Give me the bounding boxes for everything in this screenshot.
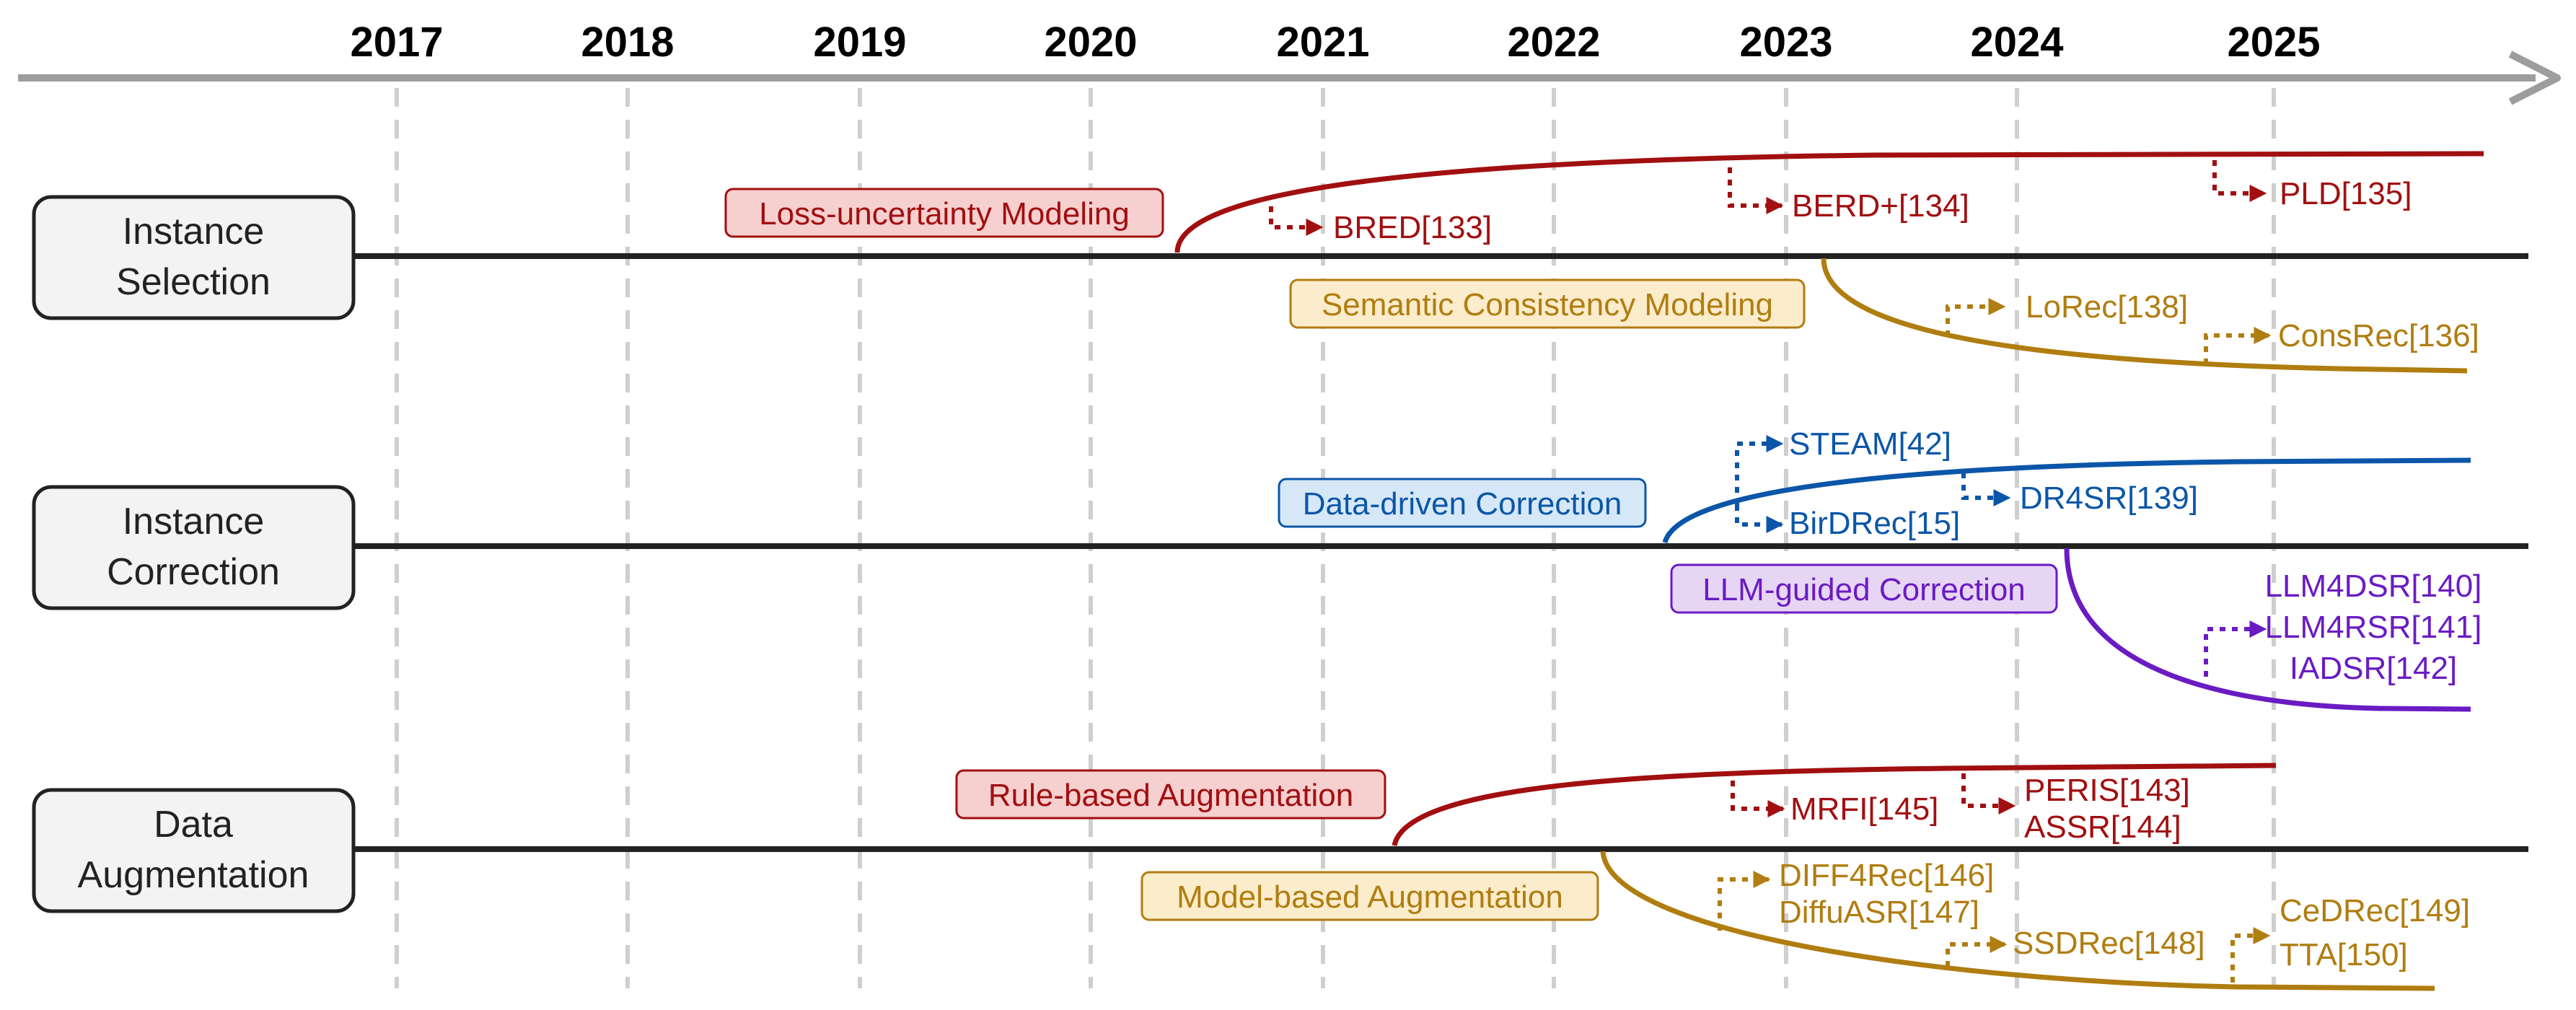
row-box-instance-selection	[32, 195, 356, 320]
connector-llm-group	[2204, 620, 2267, 677]
work-dr4sr: DR4SR[139]	[2020, 480, 2198, 516]
year-label-2021: 2021	[1276, 19, 1369, 66]
work-mrfi: MRFI[145]	[1790, 791, 1938, 827]
connector-diff4rec	[1718, 871, 1771, 931]
work-steam: STEAM[42]	[1789, 426, 1951, 462]
year-label-2019: 2019	[813, 19, 906, 66]
work-tta: TTA[150]	[2280, 937, 2408, 972]
year-label-2018: 2018	[581, 19, 674, 66]
work-birdrec: BirDRec[15]	[1789, 506, 1960, 541]
connector-consrec	[2204, 327, 2272, 364]
method-box-model-based	[1140, 871, 1599, 921]
method-label-rule-based: Rule-based Augmentation	[988, 778, 1353, 813]
year-label-2025: 2025	[2227, 19, 2320, 66]
row-box-instance-correction	[32, 485, 356, 610]
work-peris: PERIS[143]	[2024, 773, 2190, 808]
work-bred: BRED[133]	[1333, 210, 1492, 245]
row-label-selection-line2: Selection	[116, 261, 271, 303]
row-label-augmentation-line2: Augmentation	[78, 854, 309, 896]
method-box-llm-guided	[1670, 563, 2058, 614]
connector-bred	[1269, 206, 1324, 236]
rule-based-curve	[1392, 763, 2277, 846]
work-iadsr: IADSR[142]	[2290, 651, 2457, 686]
semantic-consistency-curve	[1821, 258, 2468, 374]
connector-peris-assr	[1961, 773, 2016, 814]
time-axis-arrowhead	[2508, 50, 2561, 105]
row-label-correction-line2: Correction	[107, 551, 280, 593]
loss-uncertainty-curve	[1174, 151, 2484, 253]
method-label-semantic-consistency: Semantic Consistency Modeling	[1322, 287, 1773, 322]
connector-mrfi	[1731, 781, 1785, 817]
method-box-data-driven	[1278, 478, 1647, 528]
method-label-llm-guided: LLM-guided Correction	[1702, 572, 2026, 607]
year-label-2022: 2022	[1507, 19, 1600, 66]
work-cedrec: CeDRec[149]	[2280, 893, 2470, 928]
year-label-2023: 2023	[1739, 19, 1832, 66]
connector-dr4sr	[1961, 473, 2011, 506]
work-llm4dsr: LLM4DSR[140]	[2265, 568, 2482, 604]
connector-cedrec-tta	[2230, 927, 2271, 983]
method-label-loss-uncertainty: Loss-uncertainty Modeling	[759, 196, 1130, 232]
work-diff4rec: DIFF4Rec[146]	[1779, 858, 1994, 893]
connector-steam	[1735, 435, 1784, 505]
llm-guided-curve	[2064, 548, 2471, 712]
model-based-curve	[1600, 851, 2435, 991]
connector-lorec	[1946, 298, 2006, 336]
row-box-data-augmentation	[32, 788, 356, 913]
method-label-model-based: Model-based Augmentation	[1177, 879, 1563, 915]
year-label-2017: 2017	[350, 19, 443, 66]
method-box-rule-based	[955, 769, 1386, 820]
method-box-semantic-consistency	[1289, 278, 1806, 329]
connector-berd-plus	[1728, 167, 1784, 214]
work-consrec: ConsRec[136]	[2278, 318, 2479, 354]
work-berd-plus: BERD+[134]	[1792, 188, 1969, 224]
row-label-correction-line1: Instance	[123, 501, 265, 543]
method-label-data-driven: Data-driven Correction	[1303, 486, 1622, 522]
method-box-loss-uncertainty	[724, 188, 1164, 238]
row-label-selection-line1: Instance	[123, 211, 265, 252]
row-label-augmentation-line1: Data	[154, 804, 233, 846]
connector-birdrec	[1735, 505, 1784, 533]
work-llm4rsr: LLM4RSR[141]	[2265, 610, 2482, 645]
year-label-2020: 2020	[1044, 19, 1137, 66]
work-diffuasr: DiffuASR[147]	[1779, 895, 1979, 930]
data-driven-curve	[1662, 457, 2471, 544]
work-lorec: LoRec[138]	[2026, 289, 2188, 325]
year-label-2024: 2024	[1970, 19, 2063, 66]
work-assr: ASSR[144]	[2024, 809, 2181, 845]
work-ssdrec: SSDRec[148]	[2013, 926, 2205, 961]
connector-ssdrec	[1946, 936, 2008, 967]
work-pld: PLD[135]	[2280, 176, 2412, 211]
connector-pld	[2212, 160, 2267, 202]
